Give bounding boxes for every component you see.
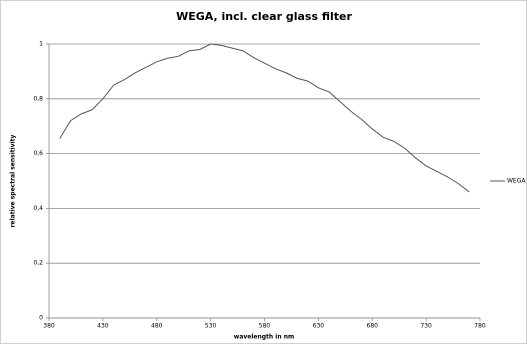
x-tick-label: 430 <box>97 323 109 330</box>
data-line <box>59 43 470 193</box>
legend-label: WEGA <box>507 178 526 185</box>
y-tick-label: 0 <box>39 315 43 322</box>
x-tick-label: 680 <box>367 323 379 330</box>
x-tick-label: 780 <box>474 323 486 330</box>
x-tick-label: 630 <box>313 323 325 330</box>
x-tick-label: 730 <box>420 323 432 330</box>
x-tick-label: 380 <box>43 323 55 330</box>
chart-title: WEGA, incl. clear glass filter <box>176 10 352 23</box>
y-tick-label: 1 <box>39 41 43 48</box>
y-tick-label: 0,8 <box>33 95 43 102</box>
x-tick-label: 580 <box>259 323 271 330</box>
y-axis-label: relative spectral sensitivity <box>10 134 17 227</box>
y-tick-label: 0,6 <box>33 150 43 157</box>
x-axis-label: wavelength in nm <box>234 334 294 341</box>
x-tick-label: 530 <box>205 323 217 330</box>
x-tick-label: 480 <box>151 323 163 330</box>
y-tick-label: 0,2 <box>33 260 43 267</box>
y-tick-label: 0,4 <box>33 205 43 212</box>
